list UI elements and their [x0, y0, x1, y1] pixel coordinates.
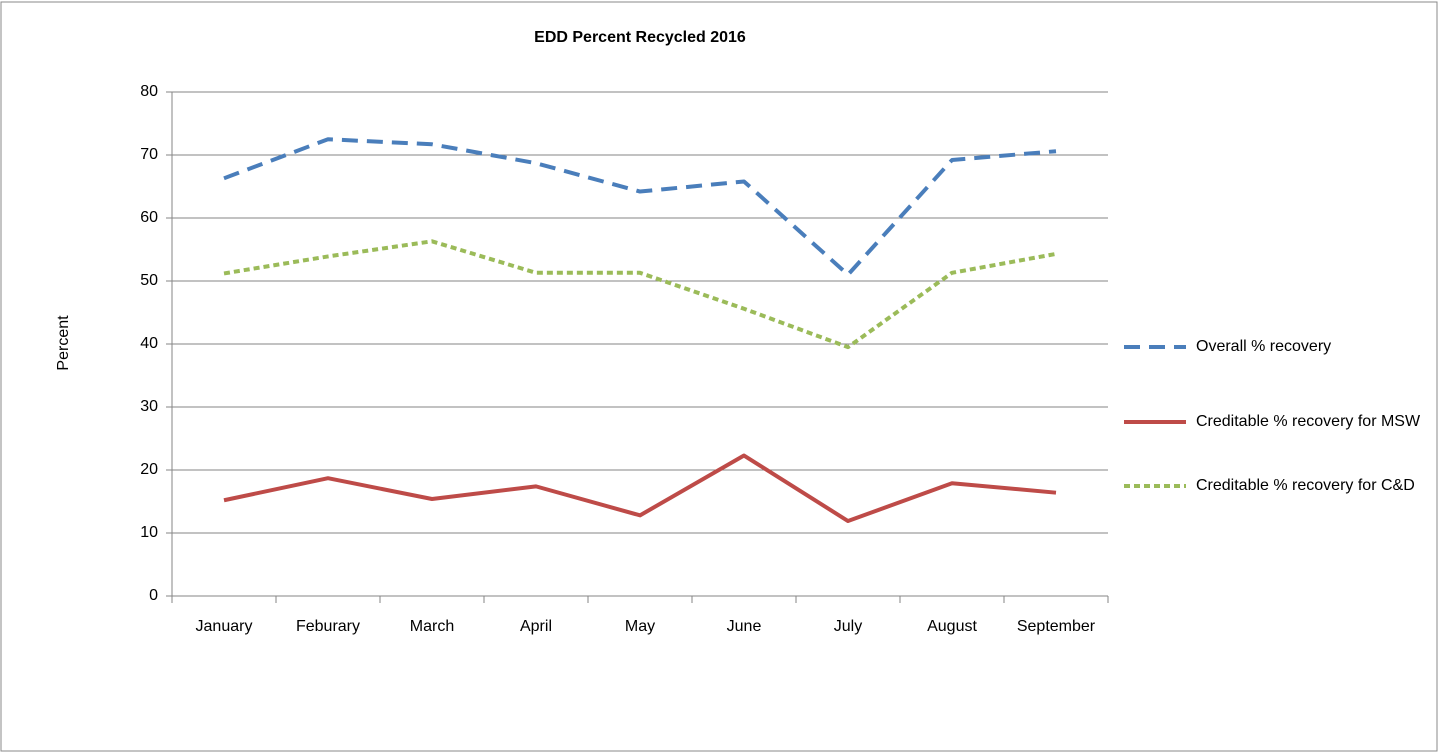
y-tick-label: 60 [140, 209, 158, 226]
y-tick-label: 10 [140, 524, 158, 541]
x-tick-label: May [625, 618, 655, 635]
y-tick-label: 20 [140, 461, 158, 478]
y-tick-label: 0 [149, 587, 158, 604]
x-tick-label: March [410, 618, 454, 635]
x-tick-label: July [834, 618, 862, 635]
x-tick-label: Feburary [296, 618, 360, 635]
x-tick-label: June [727, 618, 762, 635]
y-tick-label: 30 [140, 398, 158, 415]
x-tick-label: September [1017, 618, 1096, 635]
legend-label: Creditable % recovery for C&D [1196, 477, 1415, 494]
chart-title: EDD Percent Recycled 2016 [534, 29, 746, 46]
x-tick-label: April [520, 618, 552, 635]
y-tick-label: 40 [140, 335, 158, 352]
series-line [223, 453, 1057, 524]
y-tick-label: 80 [140, 83, 158, 100]
y-tick-label: 70 [140, 146, 158, 163]
legend-label: Creditable % recovery for MSW [1196, 413, 1421, 430]
legend-label: Overall % recovery [1196, 338, 1332, 355]
series-line [223, 239, 1057, 350]
x-tick-label: August [927, 618, 977, 635]
series-line [223, 137, 1057, 277]
y-tick-label: 50 [140, 272, 158, 289]
y-axis-title: Percent [55, 315, 72, 371]
x-tick-label: January [196, 618, 253, 635]
